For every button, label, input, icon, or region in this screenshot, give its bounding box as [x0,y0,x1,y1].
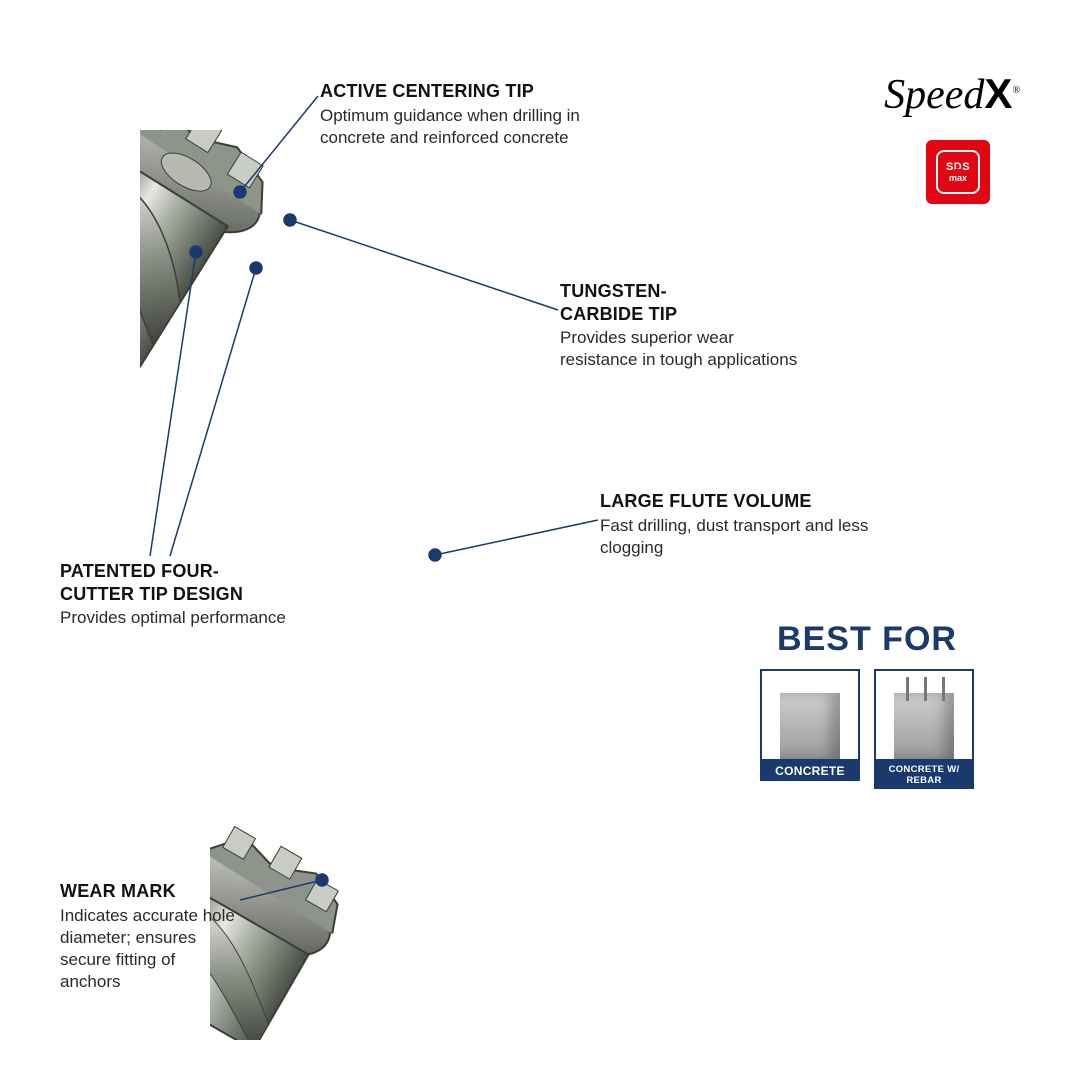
brand-reg: ® [1012,85,1020,96]
callout-centering-body: Optimum guidance when drilling in concre… [320,105,580,149]
callout-carbide-body: Provides superior wear resistance in tou… [560,327,800,371]
callout-carbide: TUNGSTEN- CARBIDE TIP Provides superior … [560,280,800,371]
material-concrete-img [760,669,860,761]
callout-carbide-title: TUNGSTEN- CARBIDE TIP [560,280,800,325]
callout-fourcutter-title: PATENTED FOUR- CUTTER TIP DESIGN [60,560,290,605]
callout-wear-body: Indicates accurate hole diameter; ensure… [60,905,240,993]
sds-inner: SDS max [936,150,980,194]
material-concrete-rebar: CONCRETE W/ REBAR [874,669,974,789]
sds-line2: max [949,174,967,183]
brand-name-part1: Speed [884,72,984,118]
callout-centering: ACTIVE CENTERING TIP Optimum guidance wh… [320,80,580,149]
callout-flute-title: LARGE FLUTE VOLUME [600,490,900,513]
best-for-title: BEST FOR [760,620,974,659]
callout-flute-body: Fast drilling, dust transport and less c… [600,515,900,559]
callout-wear: WEAR MARK Indicates accurate hole diamet… [60,880,240,993]
material-concrete-rebar-label: CONCRETE W/ REBAR [874,761,974,789]
callout-wear-title: WEAR MARK [60,880,240,903]
brand-logo: SpeedX® [884,70,1020,119]
callout-fourcutter: PATENTED FOUR- CUTTER TIP DESIGN Provide… [60,560,290,629]
sds-max-badge: SDS max [926,140,990,204]
callout-centering-title: ACTIVE CENTERING TIP [320,80,580,103]
callout-flute: LARGE FLUTE VOLUME Fast drilling, dust t… [600,490,900,559]
sds-line1: SDS [946,162,970,173]
material-row: CONCRETE CONCRETE W/ REBAR [760,669,974,789]
material-concrete-rebar-img [874,669,974,761]
brand-name-part2: X [984,70,1012,117]
tip-detail-illustration [210,820,430,1040]
best-for-section: BEST FOR CONCRETE CONCRETE W/ REBAR [760,620,974,789]
material-concrete-label: CONCRETE [760,761,860,781]
material-concrete: CONCRETE [760,669,860,789]
callout-fourcutter-body: Provides optimal performance [60,607,290,629]
